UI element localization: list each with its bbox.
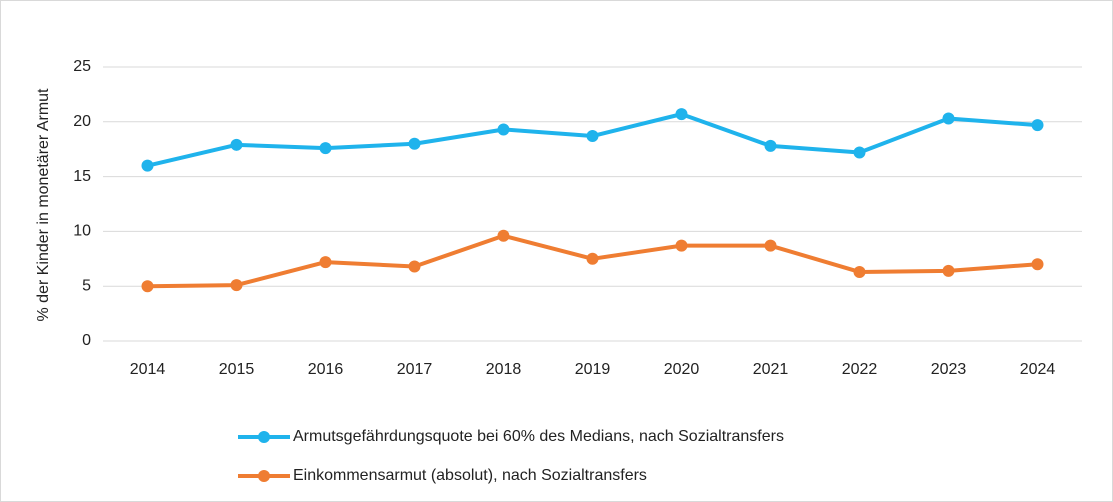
y-axis-label: % der Kinder in monetärer Armut: [35, 88, 52, 322]
x-tick-label: 2020: [664, 361, 700, 378]
x-tick-label: 2015: [219, 361, 255, 378]
x-tick-label: 2018: [486, 361, 522, 378]
y-tick-label: 15: [73, 168, 91, 185]
data-point: [230, 138, 243, 151]
data-point: [675, 108, 688, 121]
data-point: [853, 265, 866, 278]
data-point: [764, 239, 777, 252]
data-point: [319, 142, 332, 155]
data-point: [586, 252, 599, 265]
legend-label: Armutsgefährdungsquote bei 60% des Media…: [293, 428, 784, 445]
data-point: [1031, 119, 1044, 132]
y-tick-label: 5: [82, 277, 91, 294]
x-tick-label: 2021: [753, 361, 789, 378]
data-point: [942, 264, 955, 277]
data-point: [141, 280, 154, 293]
data-point: [319, 256, 332, 269]
data-point: [675, 239, 688, 252]
data-point: [586, 130, 599, 143]
x-tick-label: 2022: [842, 361, 878, 378]
x-tick-label: 2019: [575, 361, 611, 378]
data-point: [764, 139, 777, 152]
data-point: [1031, 258, 1044, 271]
y-tick-label: 25: [73, 58, 91, 75]
y-tick-label: 10: [73, 223, 91, 240]
data-point: [942, 112, 955, 125]
y-tick-label: 0: [82, 332, 91, 349]
x-tick-label: 2017: [397, 361, 433, 378]
x-tick-label: 2016: [308, 361, 344, 378]
data-point: [853, 146, 866, 159]
data-point: [497, 123, 510, 136]
x-tick-label: 2024: [1020, 361, 1056, 378]
legend-marker: [258, 470, 270, 482]
data-point: [497, 229, 510, 242]
x-tick-label: 2023: [931, 361, 967, 378]
y-tick-label: 20: [73, 113, 91, 130]
data-point: [230, 279, 243, 292]
legend-label: Einkommensarmut (absolut), nach Sozialtr…: [293, 467, 647, 484]
legend-marker: [258, 431, 270, 443]
data-point: [408, 137, 421, 150]
data-point: [141, 159, 154, 172]
x-tick-label: 2014: [130, 361, 166, 378]
data-point: [408, 260, 421, 273]
